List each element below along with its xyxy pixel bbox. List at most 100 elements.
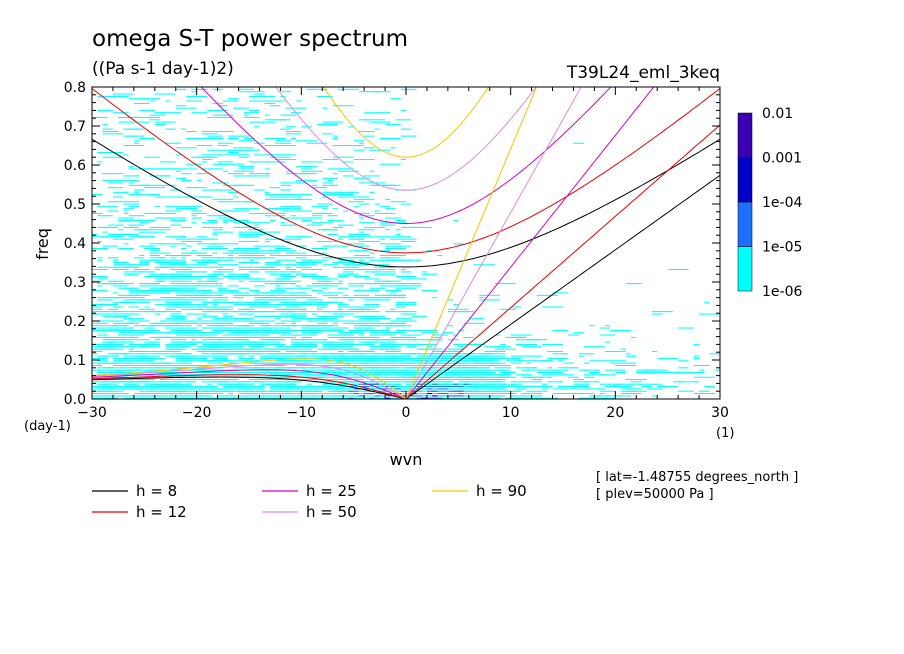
heatmap-cell	[285, 194, 297, 196]
heatmap-cell	[170, 304, 181, 306]
heatmap-cell	[468, 376, 474, 378]
heatmap-cell	[139, 381, 145, 383]
heatmap-cell	[327, 369, 338, 371]
heatmap-cell	[238, 372, 255, 374]
heatmap-cell	[269, 383, 281, 385]
heatmap-cell	[275, 329, 281, 331]
heatmap-cell	[222, 357, 228, 359]
y-tick-label: 0.5	[64, 197, 86, 213]
heatmap-cell	[526, 386, 548, 388]
heatmap-cell	[112, 93, 134, 95]
heatmap-cell	[112, 346, 124, 348]
heatmap-cell	[128, 311, 140, 313]
heatmap-cell	[280, 189, 291, 191]
heatmap-cell	[207, 390, 218, 392]
heatmap-cell	[154, 388, 171, 390]
heatmap-cell	[358, 336, 380, 338]
heatmap-cell	[212, 252, 218, 254]
heatmap-cell	[280, 210, 302, 212]
heatmap-cell	[353, 294, 370, 296]
heatmap-cell	[259, 280, 270, 282]
heatmap-cell	[379, 381, 391, 383]
heatmap-cell	[201, 189, 223, 191]
heatmap-cell	[379, 297, 391, 299]
heatmap-cell	[186, 365, 192, 367]
heatmap-cell	[374, 280, 391, 282]
heatmap-cell	[505, 372, 516, 374]
heatmap-cell	[264, 343, 286, 345]
heatmap-cell	[369, 315, 375, 317]
heatmap-cell	[112, 339, 129, 341]
heatmap-cell	[149, 194, 155, 196]
heatmap-cell	[374, 346, 396, 348]
heatmap-cell	[526, 362, 532, 364]
heatmap-cell	[144, 138, 150, 140]
heatmap-cell	[421, 332, 438, 334]
heatmap-cell	[97, 369, 108, 371]
heatmap-cell	[92, 346, 113, 348]
heatmap-cell	[217, 287, 229, 289]
heatmap-cell	[175, 327, 197, 329]
heatmap-cell	[290, 271, 302, 273]
heatmap-cell	[181, 177, 187, 179]
heatmap-cell	[327, 327, 349, 329]
heatmap-cell	[495, 379, 506, 381]
heatmap-cell	[207, 393, 223, 395]
heatmap-cell	[269, 245, 286, 247]
heatmap-cell	[139, 353, 145, 355]
heatmap-cell	[186, 395, 192, 397]
heatmap-cell	[364, 327, 375, 329]
heatmap-cell	[583, 374, 595, 376]
heatmap-cell	[128, 388, 140, 390]
heatmap-cell	[269, 196, 291, 198]
heatmap-cell	[259, 222, 270, 224]
heatmap-cell	[306, 350, 318, 352]
heatmap-cell	[254, 379, 260, 381]
heatmap-cell	[269, 393, 291, 395]
heatmap-cell	[348, 196, 370, 198]
heatmap-cell	[536, 294, 558, 296]
heatmap-cell	[217, 131, 234, 133]
heatmap-cell	[238, 397, 249, 399]
x-tick-label: 30	[711, 405, 729, 421]
heatmap-cell	[264, 100, 286, 102]
heatmap-cell	[353, 343, 375, 345]
heatmap-cell	[238, 313, 255, 315]
heatmap-cell	[364, 304, 380, 306]
heatmap-cell	[515, 381, 527, 383]
heatmap-cell	[186, 163, 202, 165]
heatmap-cell	[128, 320, 145, 322]
heatmap-cell	[484, 360, 501, 362]
heatmap-cell	[191, 138, 208, 140]
heatmap-cell	[107, 280, 124, 282]
heatmap-cell	[390, 346, 401, 348]
heatmap-cell	[631, 355, 637, 357]
heatmap-cell	[269, 311, 276, 313]
heatmap-cell	[123, 175, 140, 177]
heatmap-cell	[515, 343, 537, 345]
heatmap-cell	[406, 362, 412, 364]
heatmap-cell	[285, 252, 302, 254]
heatmap-cell	[269, 290, 286, 292]
heatmap-cell	[128, 290, 134, 292]
heatmap-cell	[311, 187, 328, 189]
heatmap-cell	[474, 362, 485, 364]
heatmap-cell	[149, 252, 171, 254]
heatmap-cell	[144, 381, 150, 383]
heatmap-cell	[201, 222, 218, 224]
heatmap-cell	[400, 128, 412, 130]
heatmap-cell	[453, 219, 459, 221]
heatmap-cell	[186, 357, 192, 359]
heatmap-cell	[233, 175, 255, 177]
heatmap-cell	[181, 248, 187, 250]
heatmap-cell	[426, 397, 438, 399]
heatmap-cell	[458, 397, 469, 399]
heatmap-cell	[348, 233, 370, 235]
heatmap-cell	[228, 301, 234, 303]
heatmap-cell	[343, 304, 349, 306]
heatmap-cell	[280, 217, 302, 219]
heatmap-cell	[154, 123, 166, 125]
heatmap-cell	[421, 278, 427, 280]
heatmap-cell	[191, 196, 213, 198]
heatmap-cell	[285, 198, 302, 200]
